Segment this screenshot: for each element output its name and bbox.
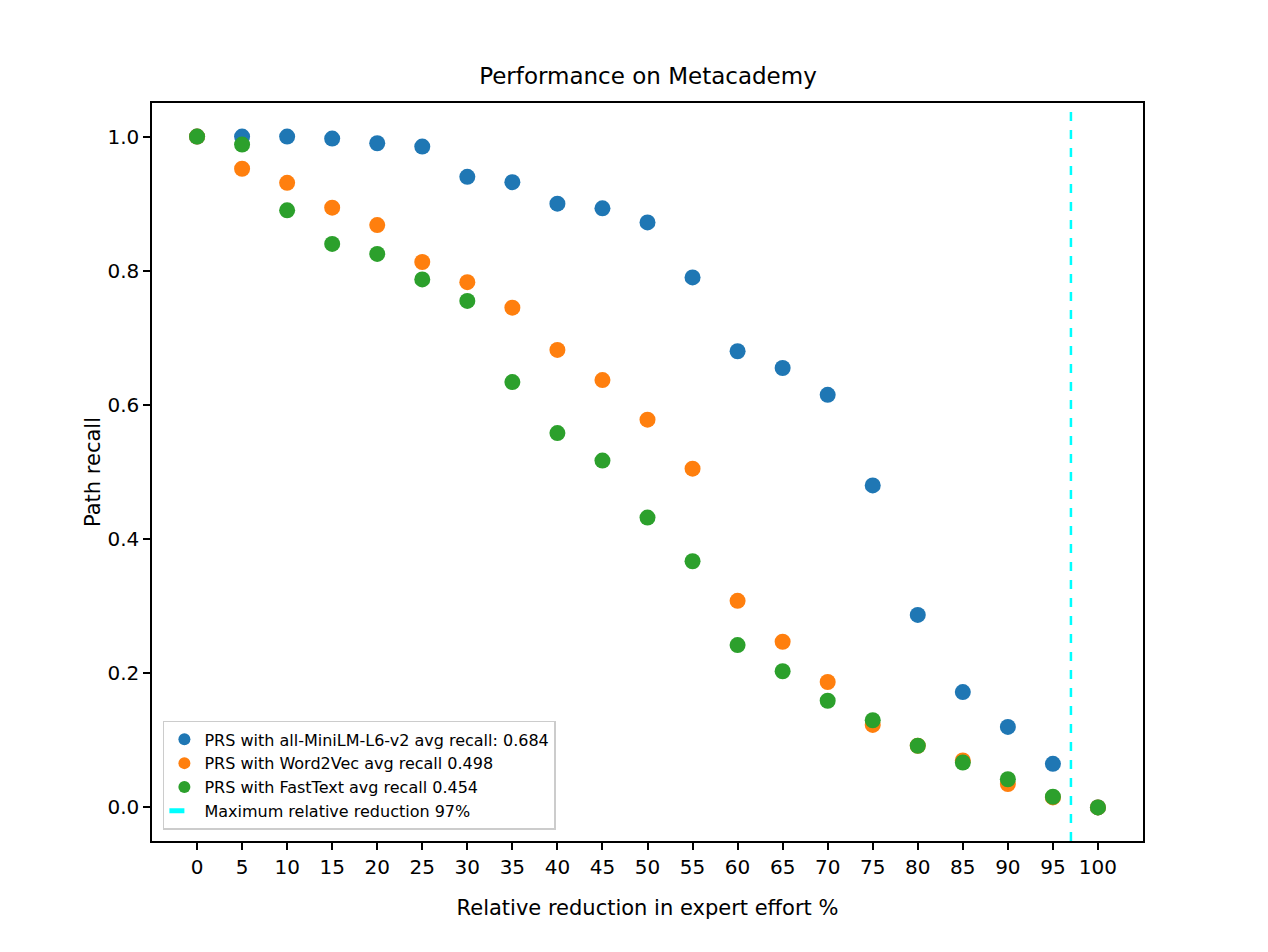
svg-text:0.2: 0.2 (107, 661, 139, 685)
svg-text:50: 50 (635, 855, 660, 879)
svg-text:65: 65 (770, 855, 795, 879)
svg-text:45: 45 (590, 855, 615, 879)
svg-text:75: 75 (860, 855, 885, 879)
svg-text:0.8: 0.8 (107, 259, 139, 283)
svg-text:Relative reduction in expert e: Relative reduction in expert effort % (457, 896, 839, 920)
svg-text:25: 25 (410, 855, 435, 879)
svg-text:85: 85 (950, 855, 975, 879)
svg-text:PRS with FastText avg recall 0: PRS with FastText avg recall 0.454 (204, 778, 478, 797)
svg-text:0.0: 0.0 (107, 795, 139, 819)
svg-text:20: 20 (365, 855, 390, 879)
svg-text:5: 5 (236, 855, 249, 879)
svg-text:55: 55 (680, 855, 705, 879)
svg-text:10: 10 (274, 855, 299, 879)
svg-text:95: 95 (1040, 855, 1065, 879)
svg-text:0.6: 0.6 (107, 393, 139, 417)
svg-text:80: 80 (905, 855, 930, 879)
svg-text:1.0: 1.0 (107, 125, 139, 149)
svg-text:Maximum relative reduction 97%: Maximum relative reduction 97% (204, 802, 470, 821)
svg-text:60: 60 (725, 855, 750, 879)
svg-text:0: 0 (191, 855, 204, 879)
svg-text:Performance on Metacademy: Performance on Metacademy (479, 63, 817, 89)
svg-text:Path recall: Path recall (81, 417, 105, 527)
svg-text:70: 70 (815, 855, 840, 879)
svg-text:0.4: 0.4 (107, 527, 139, 551)
svg-text:40: 40 (545, 855, 570, 879)
svg-text:PRS with Word2Vec avg recall 0: PRS with Word2Vec avg recall 0.498 (204, 754, 493, 773)
svg-text:90: 90 (995, 855, 1020, 879)
svg-text:15: 15 (319, 855, 344, 879)
svg-text:100: 100 (1079, 855, 1117, 879)
svg-text:30: 30 (455, 855, 480, 879)
svg-text:PRS with all-MiniLM-L6-v2 avg: PRS with all-MiniLM-L6-v2 avg recall: 0.… (204, 731, 548, 750)
svg-text:35: 35 (500, 855, 525, 879)
